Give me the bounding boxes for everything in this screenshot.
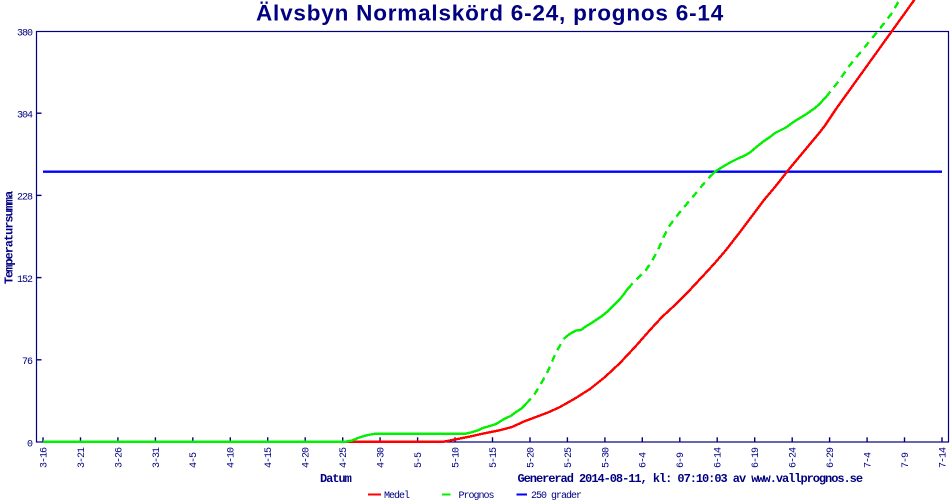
svg-text:4-20: 4-20 [302,447,313,468]
svg-text:Temperatursumma: Temperatursumma [3,191,17,284]
svg-text:6-9: 6-9 [676,452,687,468]
svg-text:5-5: 5-5 [414,452,425,468]
svg-text:228: 228 [17,193,33,204]
svg-text:7-9: 7-9 [901,452,912,468]
svg-text:304: 304 [17,111,33,122]
svg-text:6-4: 6-4 [639,452,650,468]
svg-text:7-14: 7-14 [938,447,949,468]
svg-text:Medel: Medel [384,490,410,500]
svg-text:5-10: 5-10 [451,447,462,468]
svg-text:5-15: 5-15 [489,447,500,468]
svg-text:7-4: 7-4 [864,452,875,468]
svg-text:3-31: 3-31 [152,447,163,468]
svg-text:3-26: 3-26 [114,447,125,468]
svg-text:Prognos: Prognos [459,491,495,500]
svg-text:4-30: 4-30 [377,447,388,468]
svg-text:152: 152 [17,275,33,286]
svg-text:250 grader: 250 grader [531,490,582,500]
svg-text:Genererad 2014-08-11, kl: 07:1: Genererad 2014-08-11, kl: 07:10:03 av ww… [518,472,863,486]
svg-text:4-5: 4-5 [189,452,200,468]
svg-text:380: 380 [17,28,33,39]
svg-text:4-10: 4-10 [227,447,238,468]
svg-text:76: 76 [22,357,33,368]
svg-text:5-30: 5-30 [601,447,612,468]
svg-text:5-25: 5-25 [564,447,575,468]
svg-text:3-16: 3-16 [39,447,50,468]
svg-text:4-15: 4-15 [264,447,275,468]
svg-text:Datum: Datum [320,472,352,486]
svg-text:6-19: 6-19 [751,447,762,468]
svg-text:5-20: 5-20 [526,447,537,468]
svg-text:6-29: 6-29 [826,447,837,468]
svg-text:0: 0 [27,439,33,450]
svg-text:6-24: 6-24 [789,447,800,468]
svg-text:Älvsbyn Normalskörd 6-24, prog: Älvsbyn Normalskörd 6-24, prognos 6-14 [256,1,724,26]
svg-text:6-14: 6-14 [714,447,725,468]
svg-text:3-21: 3-21 [77,447,88,468]
svg-text:4-25: 4-25 [339,447,350,468]
